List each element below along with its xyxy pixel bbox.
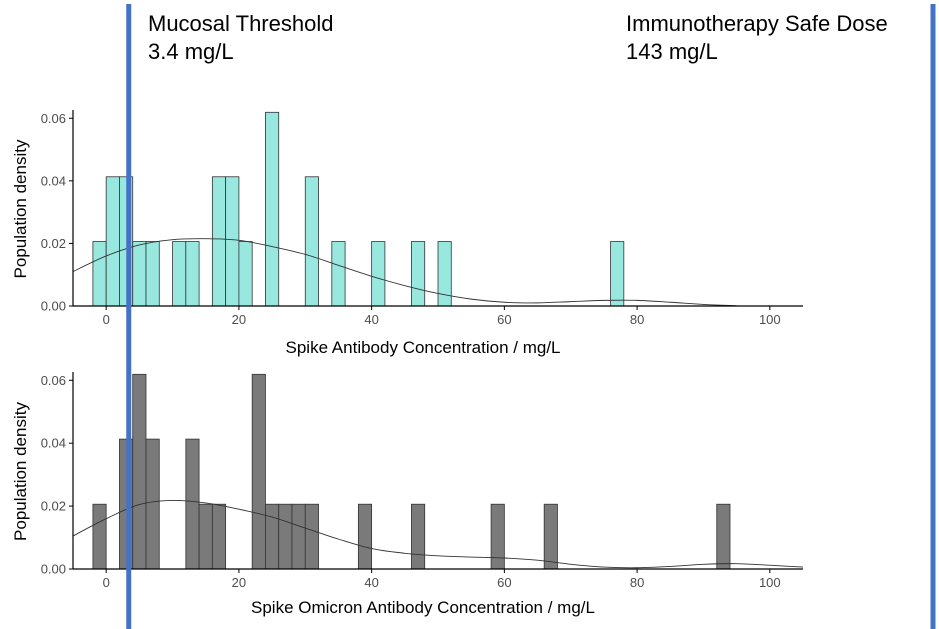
mucosal-threshold-value: 3.4 mg/L <box>148 39 234 64</box>
y-tick-label: 0.06 <box>41 111 66 126</box>
y-tick-label: 0.00 <box>41 299 66 314</box>
histogram-bar <box>211 176 227 307</box>
x-tick-label: 40 <box>364 312 378 327</box>
histogram-bar <box>716 503 731 570</box>
safe-dose-value: 143 mg/L <box>626 39 718 64</box>
histogram-bar <box>92 503 107 570</box>
x-tick-label: 60 <box>497 312 511 327</box>
histogram-bar <box>304 176 319 307</box>
histogram-bar <box>411 241 426 307</box>
histogram-bar <box>304 503 319 570</box>
histogram-bar <box>543 503 558 570</box>
y-tick-label: 0.02 <box>41 499 66 514</box>
histogram-bar <box>225 176 240 307</box>
x-tick-label: 40 <box>364 575 378 590</box>
y-tick-label: 0.04 <box>41 173 66 188</box>
histogram-bar <box>610 241 625 307</box>
x-axis-label: Spike Antibody Concentration / mg/L <box>286 338 561 357</box>
histogram-bar <box>437 241 452 307</box>
histogram-bar <box>265 111 280 307</box>
histogram-bar <box>105 176 120 307</box>
threshold-lines <box>126 4 936 629</box>
antibody-histogram-panel: 0 20 40 60 80 100 0.00 0.02 0.04 0.06 Spike Antibo… <box>11 110 803 357</box>
y-axis-label: Population density <box>11 402 30 541</box>
x-tick-label: 60 <box>497 575 511 590</box>
y-tick-label: 0.00 <box>41 562 66 577</box>
density-curve <box>72 499 804 569</box>
omicron-histogram-panel: 0 20 40 60 80 100 0.00 0.02 0.04 0.06 Spike Omicro… <box>11 372 804 617</box>
safe-dose-title: Immunotherapy Safe Dose <box>626 11 888 36</box>
y-tick-label: 0.04 <box>41 436 66 451</box>
density-curve <box>72 238 737 307</box>
safe-dose-annotation: Immunotherapy Safe Dose 143 mg/L <box>626 10 888 66</box>
mucosal-threshold-annotation: Mucosal Threshold 3.4 mg/L <box>148 10 333 66</box>
histogram-bar <box>145 438 160 570</box>
histogram-bar <box>145 241 160 307</box>
histogram-bar <box>331 241 346 307</box>
y-axis-label: Population density <box>11 139 30 278</box>
histogram-bar <box>371 241 386 307</box>
y-tick-label: 0.06 <box>41 373 66 388</box>
histogram-bar <box>92 241 107 307</box>
histogram-bar <box>357 503 373 570</box>
histogram-bar <box>172 241 187 307</box>
x-tick-label: 80 <box>630 312 644 327</box>
mucosal-threshold-title: Mucosal Threshold <box>148 11 334 36</box>
histogram-bar <box>198 503 213 570</box>
histogram-bars <box>92 111 625 307</box>
histogram-bar <box>185 438 200 570</box>
histogram-bar <box>238 241 253 307</box>
histogram-bar <box>411 503 426 570</box>
histogram-bars <box>92 373 731 570</box>
histogram-bar <box>185 241 200 307</box>
x-axis-label: Spike Omicron Antibody Concentration / m… <box>251 598 595 617</box>
histogram-bar <box>132 241 147 307</box>
histogram-bar <box>251 373 266 570</box>
histogram-bar <box>132 373 147 570</box>
x-tick-label: 0 <box>103 575 110 590</box>
histogram-bar <box>265 503 280 570</box>
y-tick-label: 0.02 <box>41 236 66 251</box>
x-tick-label: 20 <box>232 312 246 327</box>
histogram-bar <box>278 503 293 570</box>
histogram-bar <box>291 503 306 570</box>
histogram-bar <box>211 503 227 570</box>
x-tick-label: 20 <box>232 575 246 590</box>
x-tick-label: 0 <box>103 312 110 327</box>
histogram-bar <box>490 503 505 570</box>
x-tick-label: 80 <box>630 575 644 590</box>
x-tick-label: 100 <box>759 575 781 590</box>
x-tick-label: 100 <box>759 312 781 327</box>
